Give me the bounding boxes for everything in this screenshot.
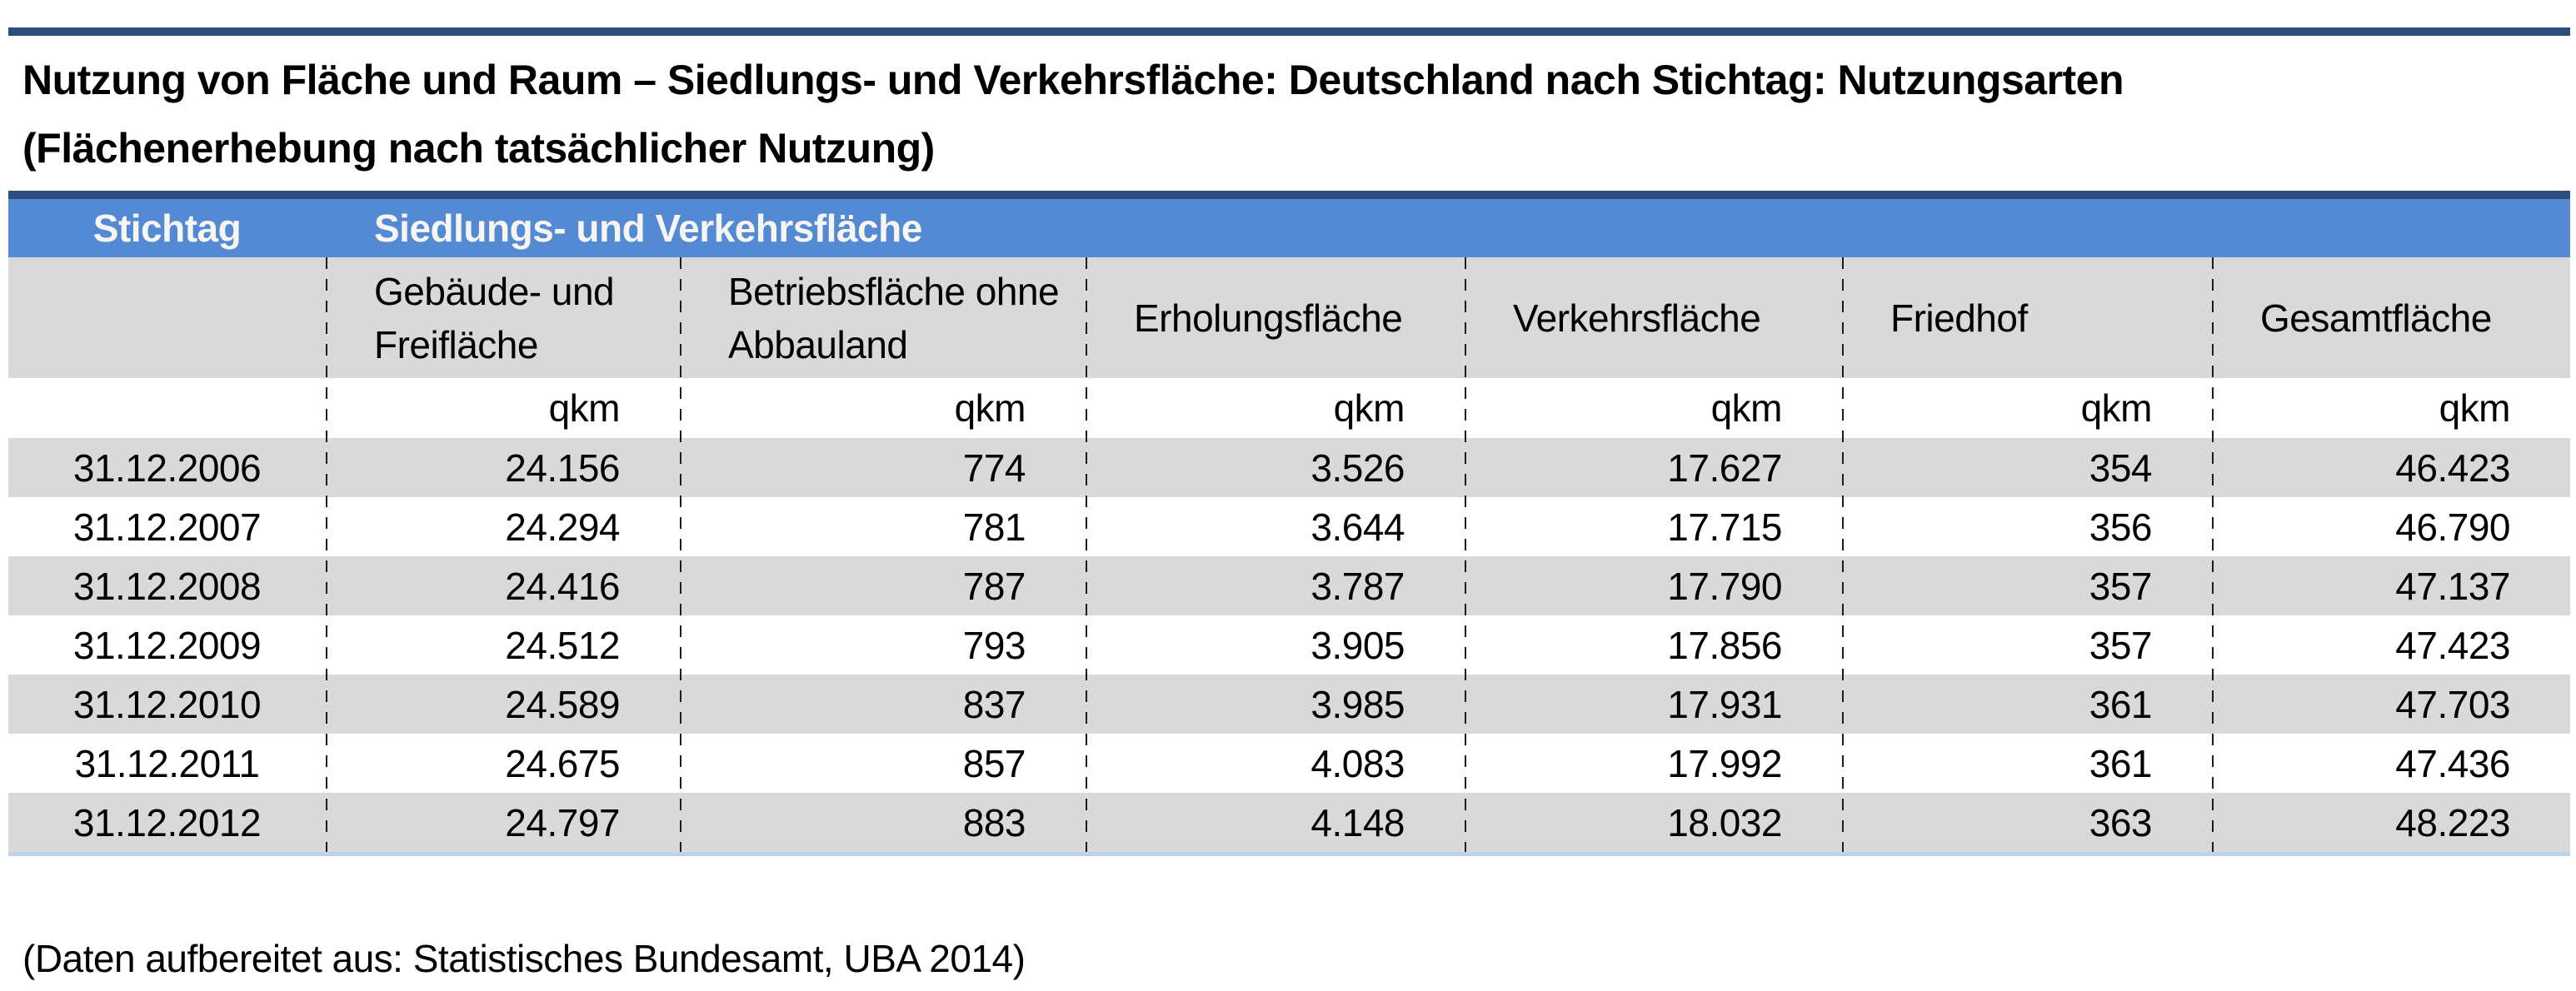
unit-cell: qkm xyxy=(548,386,621,430)
date-cell: 31.12.2011 xyxy=(74,741,260,785)
value-cell: 361 xyxy=(2089,682,2153,726)
value-cell: 18.032 xyxy=(1667,800,1782,844)
value-cell: 47.423 xyxy=(2395,623,2510,667)
value-cell: 24.294 xyxy=(505,505,620,549)
table-units-row: qkm qkm qkm qkm qkm qkm xyxy=(8,378,2570,438)
value-cell: 46.790 xyxy=(2395,505,2510,549)
page-title: Nutzung von Fläche und Raum – Siedlungs-… xyxy=(22,46,2551,182)
unit-cell: qkm xyxy=(1710,386,1783,430)
page-title-line-2: (Flächenerhebung nach tatsächlicher Nutz… xyxy=(22,125,935,172)
column-header: Verkehrsfläche xyxy=(1513,296,1761,340)
table-row: 31.12.2010 24.589 837 3.985 17.931 361 4… xyxy=(8,675,2570,734)
value-cell: 361 xyxy=(2089,741,2153,785)
column-header-empty xyxy=(8,257,326,378)
value-cell: 24.156 xyxy=(505,446,620,490)
unit-cell: qkm xyxy=(2080,386,2153,430)
value-cell: 883 xyxy=(962,800,1026,844)
value-cell: 24.416 xyxy=(505,564,620,608)
unit-cell: qkm xyxy=(954,386,1026,430)
date-cell: 31.12.2010 xyxy=(72,682,262,726)
data-table: Stichtag Siedlungs- und Verkehrsfläche G… xyxy=(8,199,2570,856)
date-cell: 31.12.2007 xyxy=(72,505,262,549)
table-column-header-row: Gebäude- und Freifläche Betriebsfläche o… xyxy=(8,257,2570,378)
unit-cell: qkm xyxy=(1333,386,1405,430)
value-cell: 47.436 xyxy=(2395,741,2510,785)
column-header: Gesamtfläche xyxy=(2260,296,2492,340)
value-cell: 774 xyxy=(962,446,1026,490)
accent-bar-top xyxy=(8,27,2570,36)
value-cell: 3.905 xyxy=(1310,623,1405,667)
value-cell: 48.223 xyxy=(2395,800,2510,844)
value-cell: 47.703 xyxy=(2395,682,2510,726)
value-cell: 4.148 xyxy=(1310,800,1405,844)
row-header-label: Stichtag xyxy=(92,207,242,250)
table-row: 31.12.2007 24.294 781 3.644 17.715 356 4… xyxy=(8,497,2570,556)
date-cell: 31.12.2006 xyxy=(72,446,262,490)
group-header-label: Siedlungs- und Verkehrsfläche xyxy=(374,207,922,250)
value-cell: 17.715 xyxy=(1667,505,1782,549)
table-row: 31.12.2009 24.512 793 3.905 17.856 357 4… xyxy=(8,615,2570,675)
value-cell: 17.856 xyxy=(1667,623,1782,667)
value-cell: 363 xyxy=(2089,800,2153,844)
value-cell: 3.985 xyxy=(1310,682,1405,726)
value-cell: 24.797 xyxy=(505,800,620,844)
date-cell: 31.12.2009 xyxy=(72,623,262,667)
value-cell: 781 xyxy=(962,505,1026,549)
table-row: 31.12.2011 24.675 857 4.083 17.992 361 4… xyxy=(8,734,2570,793)
column-header: Friedhof xyxy=(1890,296,2028,340)
value-cell: 46.423 xyxy=(2395,446,2510,490)
value-cell: 354 xyxy=(2089,446,2153,490)
accent-bar-title-bottom xyxy=(8,191,2570,199)
value-cell: 24.512 xyxy=(505,623,620,667)
value-cell: 17.931 xyxy=(1667,682,1782,726)
unit-cell-empty xyxy=(8,378,326,438)
page-title-line-1: Nutzung von Fläche und Raum – Siedlungs-… xyxy=(22,57,2124,103)
unit-cell: qkm xyxy=(2439,386,2511,430)
value-cell: 4.083 xyxy=(1310,741,1405,785)
value-cell: 47.137 xyxy=(2395,564,2510,608)
value-cell: 356 xyxy=(2089,505,2153,549)
date-cell: 31.12.2012 xyxy=(72,800,262,844)
source-note: (Daten aufbereitet aus: Statistisches Bu… xyxy=(22,937,1026,980)
value-cell: 793 xyxy=(962,623,1026,667)
value-cell: 24.675 xyxy=(505,741,620,785)
value-cell: 17.627 xyxy=(1667,446,1782,490)
value-cell: 357 xyxy=(2089,623,2153,667)
value-cell: 3.644 xyxy=(1310,505,1405,549)
column-header: Gebäude- und Freifläche xyxy=(374,269,615,366)
column-header: Betriebsfläche ohne Abbauland xyxy=(728,269,1060,366)
value-cell: 17.992 xyxy=(1667,741,1782,785)
table-row: 31.12.2012 24.797 883 4.148 18.032 363 4… xyxy=(8,793,2570,852)
value-cell: 3.787 xyxy=(1310,564,1405,608)
table-group-header-row: Stichtag Siedlungs- und Verkehrsfläche xyxy=(8,199,2570,257)
value-cell: 357 xyxy=(2089,564,2153,608)
table-row: 31.12.2006 24.156 774 3.526 17.627 354 4… xyxy=(8,438,2570,497)
column-header: Erholungsfläche xyxy=(1134,296,1403,340)
value-cell: 787 xyxy=(962,564,1026,608)
value-cell: 17.790 xyxy=(1667,564,1782,608)
value-cell: 24.589 xyxy=(505,682,620,726)
date-cell: 31.12.2008 xyxy=(72,564,262,608)
value-cell: 857 xyxy=(962,741,1026,785)
value-cell: 3.526 xyxy=(1310,446,1405,490)
table-row: 31.12.2008 24.416 787 3.787 17.790 357 4… xyxy=(8,556,2570,615)
value-cell: 837 xyxy=(962,682,1026,726)
